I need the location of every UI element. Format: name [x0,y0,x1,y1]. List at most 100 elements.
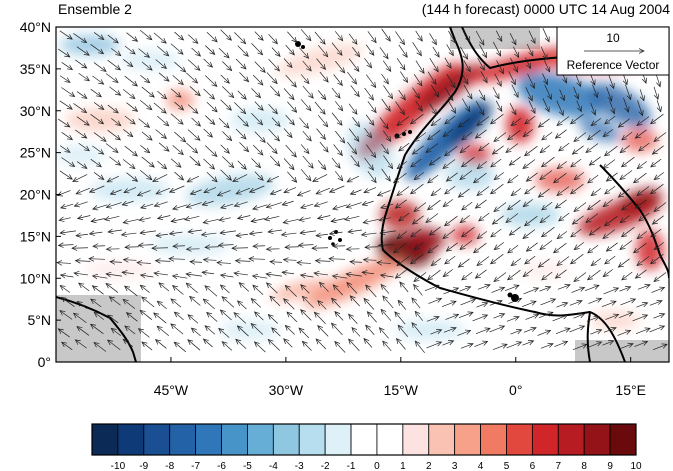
wind-arrow [364,87,374,100]
wind-arrow [314,201,328,206]
colorbar-frame [91,423,637,456]
wind-arrow [601,301,616,308]
wind-arrow [525,145,538,156]
colorbar-label: -1 [347,461,356,471]
wind-arrow [191,328,201,337]
anomaly-blob [185,174,275,206]
wind-arrow [523,129,534,136]
colorbar-swatch [480,423,507,456]
wind-arrow [556,303,567,308]
wind-arrow [412,298,421,309]
wind-arrow [282,200,294,205]
wind-arrow [76,116,89,126]
wind-arrow [75,59,86,68]
wind-arrow [72,248,89,249]
wind-arrow [606,172,618,181]
longitude-axis: 45°W 30°W 15°W 0° 15°E [154,357,646,398]
wind-arrow [576,100,582,111]
wind-arrow [221,285,230,294]
wind-arrow [331,112,342,126]
wind-arrow [174,342,186,353]
wind-arrow [492,344,507,351]
colorbar-label: -6 [217,461,226,471]
wind-arrow [186,72,197,83]
wind-arrow [448,100,455,113]
wind-arrow [479,212,490,221]
colorbar-swatch [324,423,352,456]
wind-arrow [217,263,232,264]
wind-arrow [90,44,104,53]
wind-arrow [411,113,424,124]
wind-arrow [649,326,665,333]
wind-arrow [125,326,136,335]
wind-arrow [557,285,570,290]
wind-arrow [523,199,534,206]
wind-arrow [459,287,470,292]
wind-arrow [268,230,282,232]
wind-arrow [349,339,360,352]
wind-arrow [395,269,407,278]
wind-arrow [250,185,265,192]
wind-arrow [412,42,422,55]
wind-arrow [527,73,535,88]
wind-arrow [123,339,133,347]
wind-arrow [540,240,553,250]
wind-arrow [411,228,422,237]
wind-arrow [377,190,391,195]
wind-arrow [477,285,490,290]
wind-arrow [537,330,550,336]
lon-label: 30°W [269,382,304,398]
colorbar-label: -7 [191,461,200,471]
wind-arrow [122,233,137,235]
wind-arrow [605,115,616,124]
wind-arrow [220,231,236,233]
wind-arrow [203,158,215,169]
wind-arrow [352,328,361,337]
wind-arrow [399,212,410,221]
wind-arrow [622,226,635,237]
wind-arrow [237,115,249,127]
wind-arrow [348,33,357,44]
wind-arrow [460,240,473,250]
wind-arrow [398,44,407,57]
wind-arrow [584,285,599,292]
wind-arrow [109,297,121,306]
wind-arrow [523,229,536,239]
wind-arrow [477,57,485,70]
wind-arrow [141,86,154,97]
wind-arrow [586,342,602,349]
wind-arrow [108,315,119,324]
wind-arrow [234,32,245,43]
wind-arrow [73,174,88,181]
wind-arrow [365,247,380,248]
wind-arrow [137,190,151,195]
wind-arrow [106,202,122,208]
wind-arrow [142,297,155,308]
wind-arrow [432,46,439,57]
wind-arrow [220,310,232,321]
wind-arrow [253,204,268,209]
wind-arrow [428,199,441,210]
wind-arrow [589,226,601,235]
wind-arrow [620,344,633,349]
wind-arrow [269,155,279,166]
wind-arrow [107,175,119,182]
wind-arrow [318,301,327,310]
wind-arrow [603,288,619,295]
wind-arrow [335,312,344,321]
wind-arrow [204,75,217,87]
anomaly-blob [56,145,105,165]
wind-arrow [414,172,425,179]
wind-arrow [157,45,168,56]
wind-arrow [395,312,406,325]
wind-arrow [158,215,171,218]
wind-arrow [316,187,331,194]
colorbar-label: -3 [295,461,304,471]
wind-arrow [446,172,458,181]
wind-arrow [222,342,233,351]
wind-arrow [637,256,650,266]
wind-arrow [349,314,358,325]
wind-arrow [75,129,86,138]
wind-arrow [234,273,248,275]
wind-arrow [254,101,263,111]
